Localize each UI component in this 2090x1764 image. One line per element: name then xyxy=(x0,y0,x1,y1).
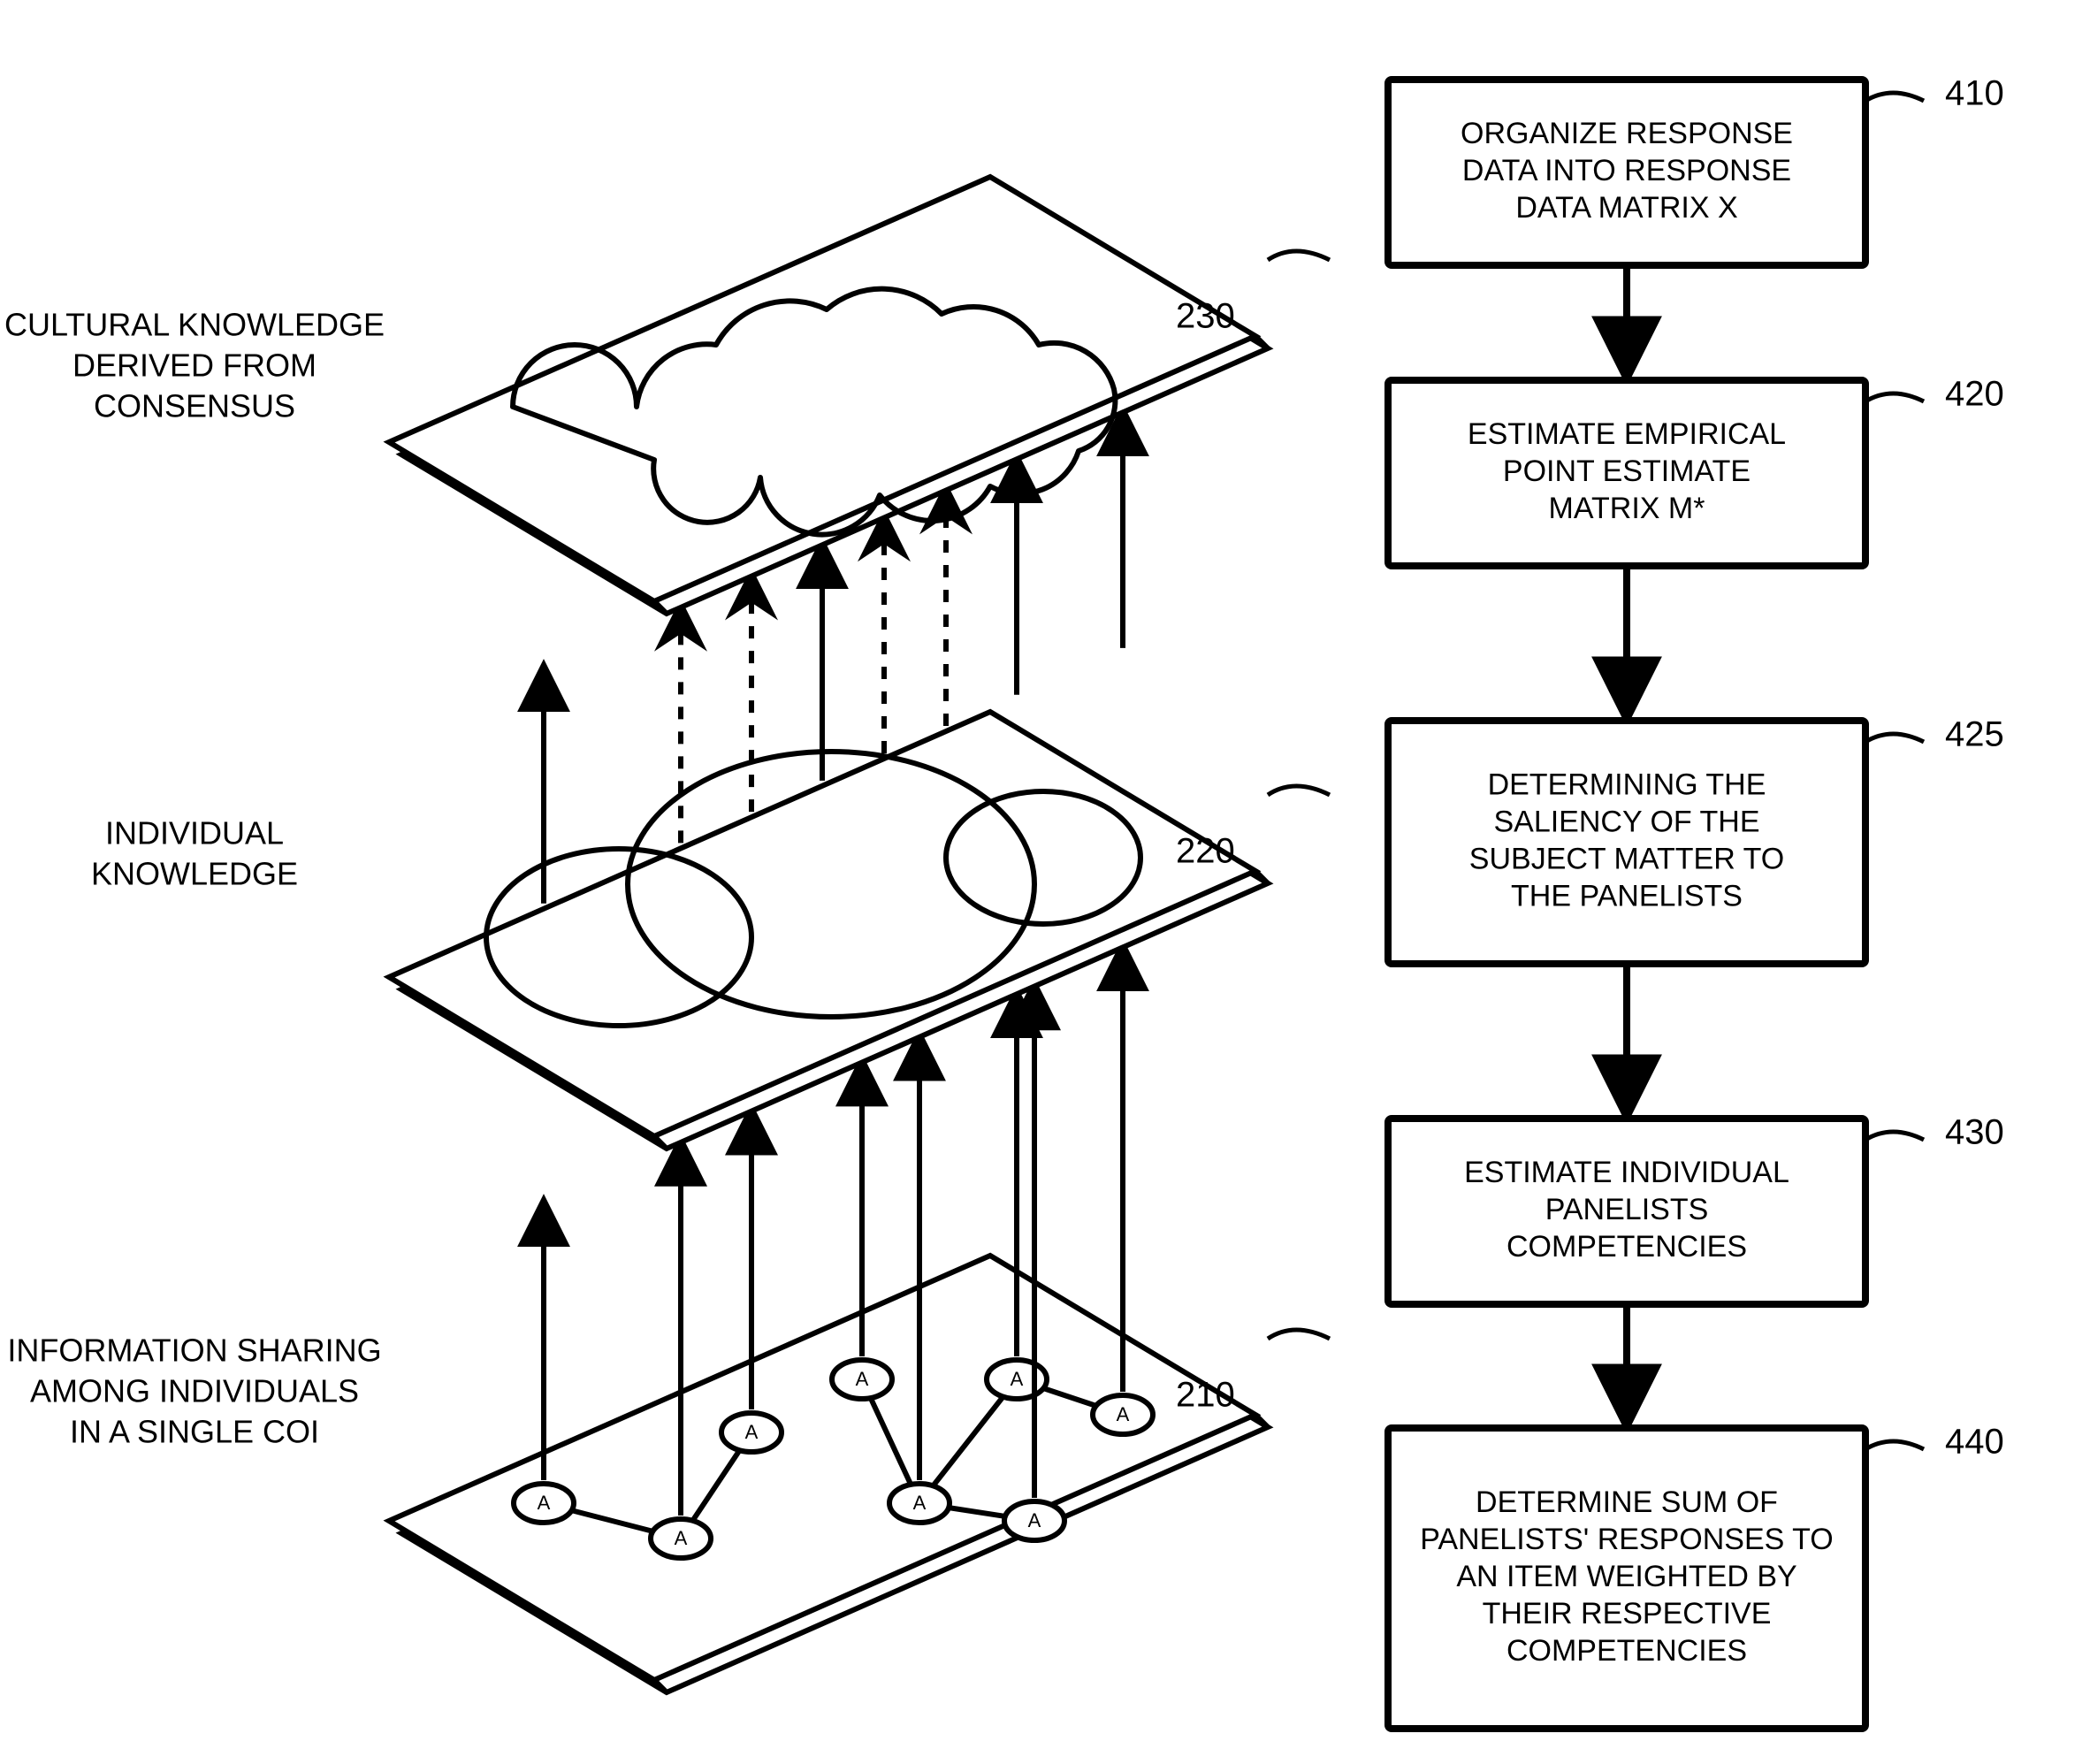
svg-text:INDIVIDUAL: INDIVIDUAL xyxy=(105,815,284,851)
svg-text:THE PANELISTS: THE PANELISTS xyxy=(1511,879,1743,913)
svg-text:PANELISTS: PANELISTS xyxy=(1545,1193,1709,1226)
svg-text:425: 425 xyxy=(1945,715,2004,754)
svg-text:ORGANIZE RESPONSE: ORGANIZE RESPONSE xyxy=(1461,117,1793,150)
svg-text:A: A xyxy=(1117,1403,1130,1425)
svg-text:A: A xyxy=(913,1492,927,1514)
svg-text:DETERMINING THE: DETERMINING THE xyxy=(1488,767,1766,801)
svg-text:INFORMATION SHARING: INFORMATION SHARING xyxy=(7,1333,381,1369)
svg-text:ESTIMATE EMPIRICAL: ESTIMATE EMPIRICAL xyxy=(1468,417,1786,451)
svg-text:DATA MATRIX X: DATA MATRIX X xyxy=(1515,191,1737,225)
svg-text:DETERMINE SUM OF: DETERMINE SUM OF xyxy=(1476,1485,1778,1519)
svg-text:CULTURAL KNOWLEDGE: CULTURAL KNOWLEDGE xyxy=(4,307,385,343)
svg-text:DATA INTO RESPONSE: DATA INTO RESPONSE xyxy=(1462,154,1791,187)
svg-text:420: 420 xyxy=(1945,375,2004,414)
svg-text:A: A xyxy=(1011,1368,1024,1390)
svg-text:SUBJECT MATTER TO: SUBJECT MATTER TO xyxy=(1469,842,1784,875)
svg-text:POINT ESTIMATE: POINT ESTIMATE xyxy=(1503,454,1751,488)
svg-text:A: A xyxy=(538,1492,551,1514)
svg-text:COMPETENCIES: COMPETENCIES xyxy=(1506,1634,1747,1668)
svg-text:THEIR RESPECTIVE: THEIR RESPECTIVE xyxy=(1483,1597,1772,1630)
svg-text:SALIENCY OF THE: SALIENCY OF THE xyxy=(1493,805,1759,838)
svg-text:440: 440 xyxy=(1945,1423,2004,1462)
svg-text:COMPETENCIES: COMPETENCIES xyxy=(1506,1230,1747,1264)
svg-text:220: 220 xyxy=(1176,832,1235,871)
svg-text:CONSENSUS: CONSENSUS xyxy=(94,388,295,424)
svg-text:410: 410 xyxy=(1945,74,2004,113)
svg-text:DERIVED FROM: DERIVED FROM xyxy=(72,347,317,384)
svg-text:A: A xyxy=(1028,1509,1041,1531)
svg-text:430: 430 xyxy=(1945,1113,2004,1152)
svg-text:KNOWLEDGE: KNOWLEDGE xyxy=(91,856,298,892)
svg-text:210: 210 xyxy=(1176,1376,1235,1415)
svg-text:A: A xyxy=(745,1421,759,1443)
svg-text:AN ITEM WEIGHTED BY: AN ITEM WEIGHTED BY xyxy=(1456,1560,1796,1593)
svg-text:230: 230 xyxy=(1176,297,1235,336)
svg-text:MATRIX M*: MATRIX M* xyxy=(1549,492,1705,525)
svg-text:A: A xyxy=(856,1368,869,1390)
svg-text:IN A SINGLE COI: IN A SINGLE COI xyxy=(70,1414,319,1450)
svg-text:ESTIMATE INDIVIDUAL: ESTIMATE INDIVIDUAL xyxy=(1464,1156,1789,1189)
svg-text:AMONG INDIVIDUALS: AMONG INDIVIDUALS xyxy=(30,1373,359,1409)
svg-text:A: A xyxy=(675,1527,688,1549)
svg-text:PANELISTS' RESPONSES TO: PANELISTS' RESPONSES TO xyxy=(1420,1523,1834,1556)
